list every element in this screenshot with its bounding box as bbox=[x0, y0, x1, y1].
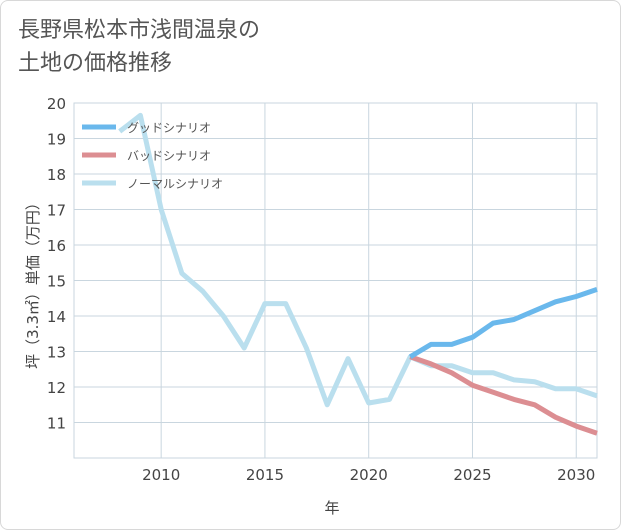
y-tick-label: 19 bbox=[47, 131, 66, 149]
series-line-0 bbox=[408, 287, 598, 359]
chart-title-line-1: 長野県松本市浅間温泉の bbox=[18, 18, 261, 43]
series-line-1 bbox=[409, 354, 598, 436]
y-tick-label: 12 bbox=[47, 379, 66, 397]
legend-label-1: バッドシナリオ bbox=[127, 149, 211, 163]
y-tick-label: 18 bbox=[47, 166, 66, 184]
y-tick-label: 13 bbox=[47, 344, 66, 362]
x-tick-label: 2010 bbox=[142, 466, 180, 484]
legend-label-2: ノーマルシナリオ bbox=[127, 177, 223, 191]
y-tick-label: 15 bbox=[47, 273, 66, 291]
legend-label-0: グッドシナリオ bbox=[127, 121, 211, 135]
chart-series bbox=[118, 112, 598, 436]
y-tick-label: 16 bbox=[47, 237, 66, 255]
chart-title-line-2: 土地の価格推移 bbox=[18, 51, 173, 76]
y-tick-label: 11 bbox=[47, 415, 66, 433]
y-tick-label: 17 bbox=[47, 202, 66, 220]
x-tick-label: 2030 bbox=[557, 466, 595, 484]
y-axis-title: 坪（3.3㎡）単価（万円） bbox=[24, 195, 42, 369]
x-tick-label: 2020 bbox=[350, 466, 388, 484]
series-line-2 bbox=[118, 112, 598, 408]
x-axis-title: 年 bbox=[324, 499, 339, 517]
x-tick-label: 2015 bbox=[246, 466, 284, 484]
y-tick-label: 20 bbox=[47, 95, 66, 113]
x-tick-label: 2025 bbox=[453, 466, 491, 484]
axis-ticks: 11 12 13 14 15 16 17 18 19 20 2010 2015 2020 2025 2030 bbox=[47, 95, 595, 484]
y-tick-label: 14 bbox=[47, 308, 66, 326]
chart-title: 長野県松本市浅間温泉の 土地の価格推移 bbox=[18, 14, 260, 80]
